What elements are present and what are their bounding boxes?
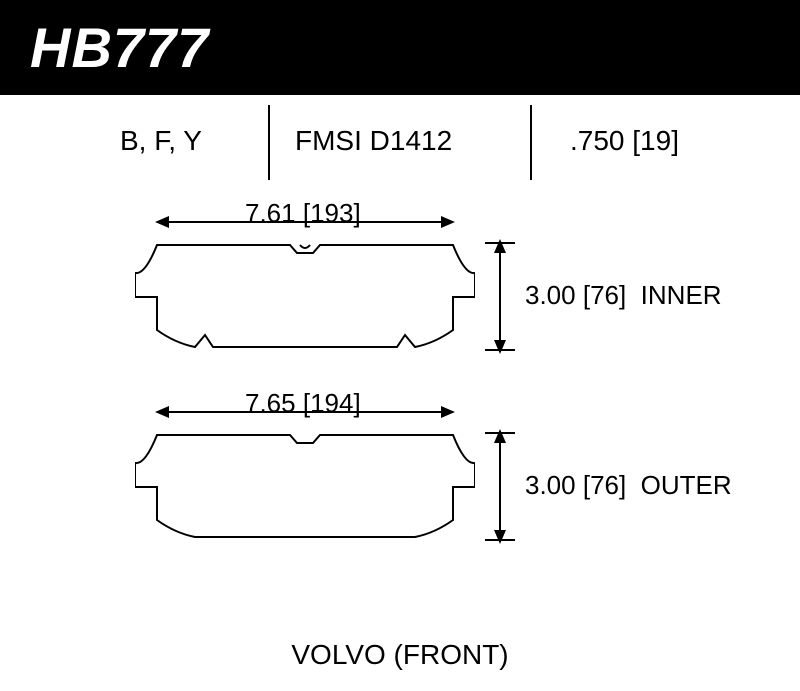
outer-height-arrow [485, 425, 515, 545]
inner-height-dim: 3.00 [76] INNER [525, 280, 722, 311]
thickness-mm: [19] [632, 125, 679, 156]
fmsi-text: FMSI D1412 [295, 125, 452, 157]
part-number: HB777 [30, 15, 209, 80]
inner-pad-shape [135, 235, 475, 355]
thickness-text: .750 [19] [570, 125, 679, 157]
outer-pad-shape [135, 425, 475, 545]
info-row: B, F, Y FMSI D1412 .750 [19] [0, 115, 800, 175]
outer-width-arrow [155, 402, 455, 422]
divider-1 [268, 105, 270, 180]
inner-width-arrow [155, 212, 455, 232]
divider-2 [530, 105, 532, 180]
inner-height-arrow [485, 235, 515, 355]
outer-height-dim: 3.00 [76] OUTER [525, 470, 732, 501]
header-band: HB777 [0, 0, 800, 95]
thickness-in: .750 [570, 125, 625, 156]
compounds-text: B, F, Y [120, 125, 202, 157]
footer-label: VOLVO (FRONT) [0, 639, 800, 671]
